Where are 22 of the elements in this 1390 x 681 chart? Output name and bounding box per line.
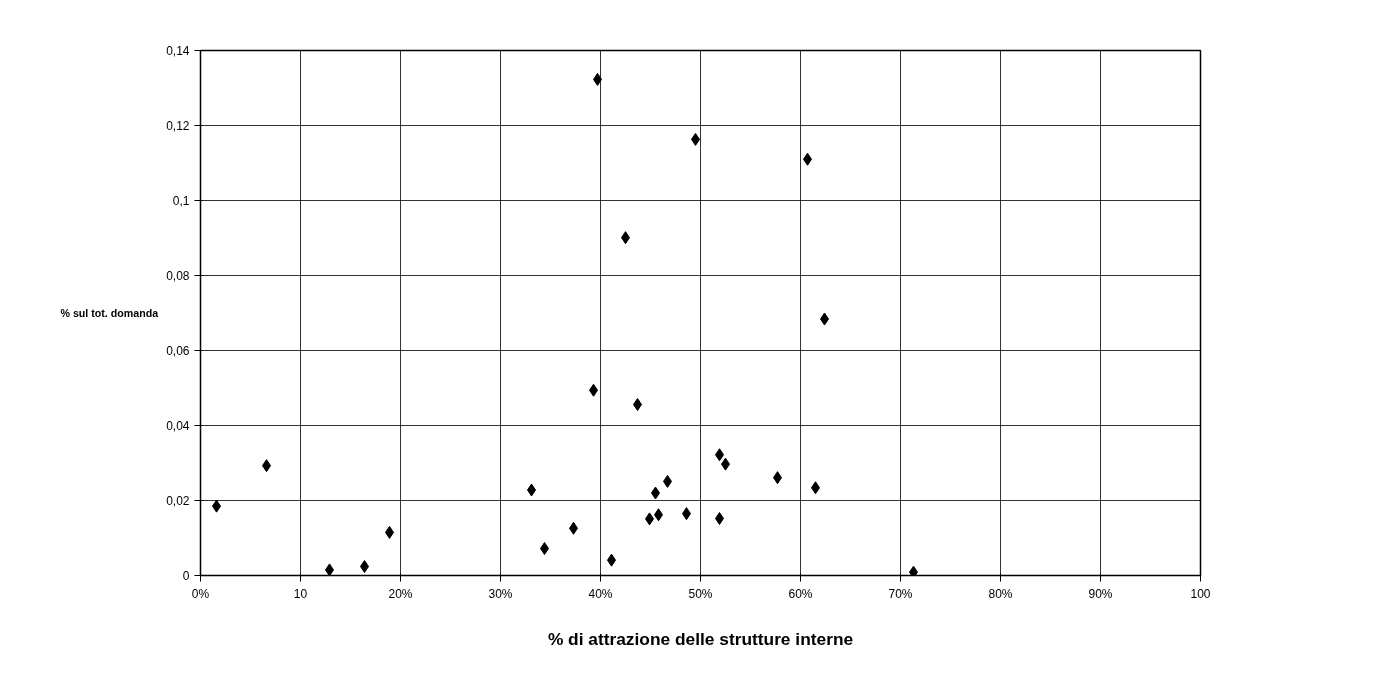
x-tick-label: 0% xyxy=(191,586,210,601)
x-tick-label: 40% xyxy=(588,586,613,601)
x-tick-label: 90% xyxy=(1088,586,1113,601)
x-tick-label: 60% xyxy=(788,586,813,601)
y-axis-title: % sul tot. domanda xyxy=(60,307,159,319)
y-tick-label: 0,14 xyxy=(166,44,190,58)
y-tick-label: 0,06 xyxy=(166,344,190,358)
x-axis-title: % di attrazione delle strutture interne xyxy=(547,628,854,649)
point xyxy=(909,565,918,576)
y-tick-label: 0,08 xyxy=(166,269,190,283)
y-tick-label: 0 xyxy=(182,569,190,583)
x-tick-label: 50% xyxy=(688,586,713,601)
y-tick-label: 0,1 xyxy=(172,194,190,208)
y-tick-label: 0,12 xyxy=(166,119,190,133)
y-tick-label: 0,04 xyxy=(166,419,190,433)
x-tick-label: 100 xyxy=(1190,586,1211,601)
x-tick-label: 80% xyxy=(988,586,1013,601)
x-tick-label: 10 xyxy=(293,586,308,601)
x-tick-label: 70% xyxy=(888,586,913,601)
x-tick-label: 30% xyxy=(488,586,513,601)
y-tick-label: 0,02 xyxy=(166,494,190,508)
x-tick-label: 20% xyxy=(388,586,413,601)
